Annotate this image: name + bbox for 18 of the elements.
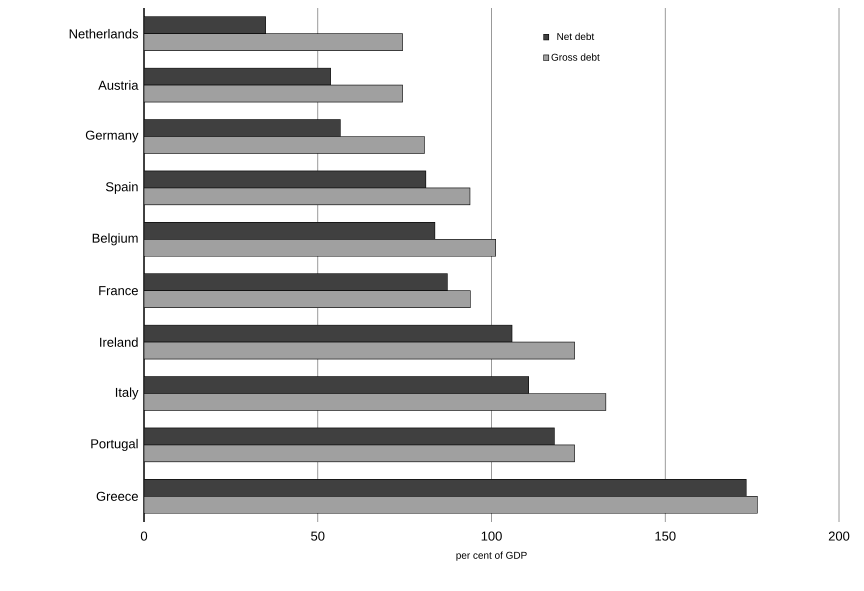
y-tick-label: Portugal — [91, 438, 138, 451]
y-tick-label: Ireland — [100, 337, 138, 347]
y-tick-label: Italy — [116, 387, 138, 400]
legend-label: Gross debt — [552, 53, 600, 61]
y-tick-label: Austria — [98, 80, 138, 90]
x-tick-label: 100 — [482, 532, 502, 541]
y-tick-label: Germany — [86, 130, 138, 142]
y-tick-label: Spain — [106, 182, 138, 194]
y-tick-label: Belgium — [92, 233, 138, 246]
x-tick-label: 200 — [828, 532, 850, 541]
x-axis-title: per cent of GDP — [456, 552, 527, 561]
x-tick-label: 50 — [311, 532, 324, 541]
y-tick-label: Netherlands — [70, 28, 138, 38]
y-tick-label: Greece — [96, 492, 138, 501]
y-tick-label: France — [99, 286, 138, 296]
x-tick-label: 0 — [140, 532, 148, 541]
x-tick-label: 150 — [655, 532, 676, 541]
legend-label: Net debt — [557, 32, 594, 40]
